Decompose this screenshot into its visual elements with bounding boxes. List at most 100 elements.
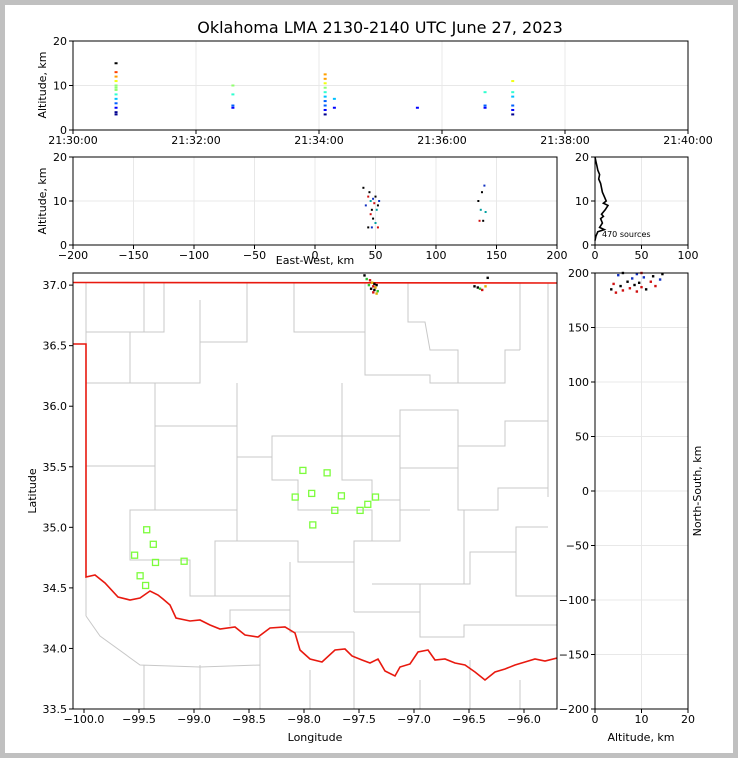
altitude-ns-x-tick-label: 0 (592, 713, 599, 726)
time-height-point (114, 62, 118, 65)
histogram-x-tick-label: 50 (635, 249, 649, 262)
altitude-ns-point (628, 287, 632, 290)
plan-view-x-tick-label: −100.0 (64, 713, 105, 726)
altitude-ns-point (626, 280, 629, 283)
ew-altitude-y-ticks: 0 10 20 (53, 151, 73, 252)
plan-view-x-tick-label: −97.5 (342, 713, 376, 726)
time-height-grid (72, 40, 689, 131)
ew-altitude-panel: −200 −150 −100 −50 0 50 100 150 200 0 10 20 Altitu… (36, 151, 568, 267)
county-boundaries (85, 283, 557, 709)
time-height-x-tick-label: 21:40:00 (663, 134, 712, 147)
time-height-point (323, 95, 327, 98)
plan-view-lightning-point (374, 286, 377, 289)
histogram-y-tick-label: 20 (575, 151, 589, 164)
ew-altitude-point (477, 200, 480, 202)
altitude-ns-x-label: Altitude, km (607, 731, 674, 744)
state-boundary (73, 281, 557, 682)
time-height-point (483, 104, 487, 107)
ew-altitude-point (478, 219, 481, 222)
ew-altitude-point (372, 217, 375, 220)
ew-altitude-point (482, 219, 485, 222)
time-height-y-tick-label: 0 (60, 124, 67, 137)
time-height-point (323, 82, 327, 85)
time-height-panel: 21:30:00 21:32:00 21:34:00 21:36:00 21:38:00… (36, 35, 713, 147)
plan-view-lightning-point (375, 283, 378, 287)
time-height-point (323, 86, 327, 89)
ew-altitude-point (374, 222, 377, 224)
plan-view-lightning (363, 274, 489, 295)
plan-view-frame (72, 272, 558, 710)
time-height-point (323, 77, 327, 80)
ew-altitude-x-ticks: −200 −150 −100 −50 0 50 100 150 200 (58, 245, 568, 262)
time-height-y-label: Altitude, km (36, 51, 49, 118)
plan-view-lightning-point (486, 276, 489, 280)
altitude-ns-y-tick-label: 50 (575, 431, 589, 444)
ew-altitude-point (375, 208, 378, 211)
time-height-point (114, 75, 118, 78)
time-height-point (231, 104, 235, 107)
time-height-point (231, 93, 235, 96)
altitude-ns-y-tick-label: 0 (582, 485, 589, 498)
time-height-point (114, 93, 118, 96)
ew-altitude-x-tick-label: −50 (243, 249, 266, 262)
altitude-ns-point (633, 283, 636, 287)
ew-altitude-point (378, 200, 381, 202)
time-height-point (114, 111, 118, 114)
plan-view-y-tick-label: 33.5 (43, 703, 68, 716)
ew-altitude-x-tick-label: 200 (547, 249, 568, 262)
plan-view-lightning-point (365, 277, 368, 281)
ew-altitude-point (376, 226, 379, 229)
time-height-point (511, 113, 515, 116)
altitude-ns-y-tick-label: 200 (568, 267, 589, 280)
altitude-ns-y-label: North-South, km (691, 446, 704, 537)
plan-view-y-tick-label: 35.5 (43, 461, 68, 474)
time-height-y-tick-label: 20 (53, 35, 67, 48)
plan-view-y-tick-label: 35.0 (43, 521, 68, 534)
time-height-point (511, 108, 515, 111)
lma-station-marker (309, 521, 317, 529)
latitude-label: Latitude (26, 468, 39, 514)
time-height-point (415, 106, 419, 109)
altitude-ns-x-ticks: 0 10 20 (592, 709, 695, 726)
altitude-ns-x-tick-label: 10 (635, 713, 649, 726)
plan-view-x-tick-label: −96.0 (507, 713, 541, 726)
plan-view-lightning-point (376, 289, 379, 293)
altitude-ns-panel: 0 10 20 −200 −150 −100 −50 0 50 100 150 200 Altitu… (559, 267, 704, 744)
time-height-point (114, 102, 118, 105)
altitude-ns-point (654, 284, 657, 288)
ew-altitude-grid (72, 156, 558, 246)
time-height-point (323, 100, 327, 103)
ew-altitude-x-tick-label: 0 (312, 249, 319, 262)
time-height-point (114, 71, 118, 74)
plan-view-lightning-point (373, 288, 376, 292)
plan-view-lightning-point (478, 287, 482, 290)
plan-view-y-tick-label: 34.0 (43, 642, 68, 655)
lma-station-marker (308, 489, 316, 498)
time-height-point (114, 97, 118, 100)
plan-view-lightning-point (375, 292, 378, 295)
histogram-y-tick-label: 10 (575, 195, 589, 208)
plan-view-y-tick-label: 34.5 (43, 582, 68, 595)
time-height-point (511, 104, 515, 107)
time-height-point (483, 106, 487, 109)
altitude-ns-point (635, 272, 639, 276)
plan-view-x-tick-label: −99.0 (177, 713, 211, 726)
plan-view-y-ticks: 33.5 34.0 34.5 35.0 35.5 36.0 36.5 37.0 (43, 279, 73, 716)
figure-title: Oklahoma LMA 2130-2140 UTC June 27, 2023 (197, 18, 563, 37)
histogram-y-tick-label: 0 (582, 239, 589, 252)
altitude-ns-y-ticks: −200 −150 −100 −50 0 50 100 150 200 (559, 267, 595, 716)
ew-altitude-point (367, 195, 370, 198)
lma-station-marker (291, 493, 299, 501)
altitude-ns-y-tick-label: −200 (559, 703, 589, 716)
time-height-point (323, 91, 327, 94)
time-height-x-tick-label: 21:34:00 (294, 134, 343, 147)
time-height-point (511, 80, 515, 83)
lma-station-marker (151, 558, 160, 567)
ew-altitude-x-tick-label: −150 (118, 249, 148, 262)
plan-view-y-tick-label: 36.0 (43, 400, 68, 413)
time-height-point (511, 95, 515, 98)
time-height-y-tick-label: 10 (53, 80, 67, 93)
altitude-ns-points (610, 271, 664, 294)
time-height-points (114, 62, 515, 116)
ew-altitude-point (373, 202, 376, 205)
